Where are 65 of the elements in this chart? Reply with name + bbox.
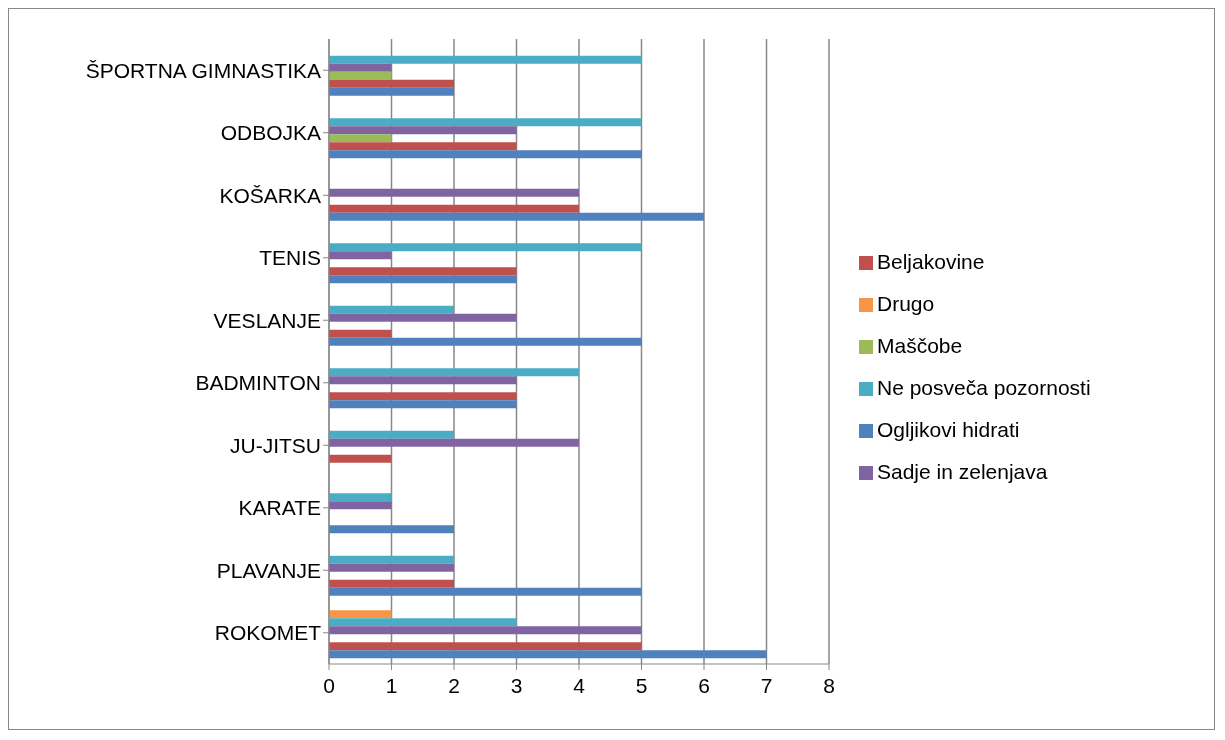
bar <box>329 243 642 252</box>
bar <box>329 525 454 534</box>
bar <box>329 212 704 221</box>
legend-label: Maščobe <box>877 333 963 357</box>
bar <box>329 150 642 159</box>
y-tick-label: KOŠARKA <box>219 183 321 207</box>
bar <box>329 251 392 260</box>
y-tick-label: TENIS <box>259 246 321 270</box>
bar <box>329 368 579 377</box>
legend-label: Beljakovine <box>877 249 985 273</box>
x-tick-label: 4 <box>573 673 586 697</box>
bar <box>329 501 392 510</box>
y-tick-label: ŠPORTNA GIMNASTIKA <box>85 58 321 82</box>
bar <box>329 430 454 439</box>
bar <box>329 618 517 627</box>
y-tick-label: ODBOJKA <box>220 121 321 145</box>
bar <box>329 305 454 314</box>
bar <box>329 79 454 88</box>
bar <box>329 555 454 564</box>
bar <box>329 438 579 447</box>
bar <box>329 267 517 276</box>
bar <box>329 134 392 143</box>
bar <box>329 392 517 401</box>
bar <box>329 563 454 572</box>
x-tick-label: 0 <box>323 673 335 697</box>
bar <box>329 87 454 96</box>
y-tick-label: VESLANJE <box>213 308 321 332</box>
bar <box>329 626 642 635</box>
bar <box>329 126 517 135</box>
bar <box>329 142 517 151</box>
bar <box>329 188 579 197</box>
x-tick-label: 2 <box>448 673 460 697</box>
bar <box>329 610 392 619</box>
y-tick-label: JU-JITSU <box>230 433 321 457</box>
bar <box>329 313 517 322</box>
x-tick-label: 6 <box>698 673 710 697</box>
bar <box>329 642 642 651</box>
bar <box>329 400 517 409</box>
bar <box>329 587 642 596</box>
bar <box>329 71 392 80</box>
legend-label: Ne posveča pozornosti <box>877 375 1091 399</box>
bar <box>329 118 642 127</box>
bar <box>329 376 517 385</box>
bar <box>329 493 392 502</box>
y-tick-label: PLAVANJE <box>216 558 321 582</box>
x-tick-label: 7 <box>760 673 773 697</box>
y-tick-label: KARATE <box>238 496 321 520</box>
x-tick-label: 1 <box>385 673 398 697</box>
x-tick-label: 3 <box>510 673 523 697</box>
bar <box>329 329 392 338</box>
legend-label: Drugo <box>877 291 935 315</box>
bar <box>329 275 517 284</box>
bar <box>329 579 454 588</box>
legend-label: Ogljikovi hidrati <box>877 417 1020 441</box>
x-tick-label: 5 <box>635 673 648 697</box>
y-tick-label: ROKOMET <box>214 621 322 645</box>
legend-label: Sadje in zelenjava <box>877 459 1048 483</box>
bar <box>329 454 392 463</box>
bar <box>329 63 392 72</box>
x-tick-label: 8 <box>823 673 835 697</box>
bar <box>329 55 642 64</box>
bar <box>329 337 642 346</box>
y-tick-label: BADMINTON <box>195 371 321 395</box>
bar <box>329 204 579 213</box>
bar <box>329 650 767 659</box>
